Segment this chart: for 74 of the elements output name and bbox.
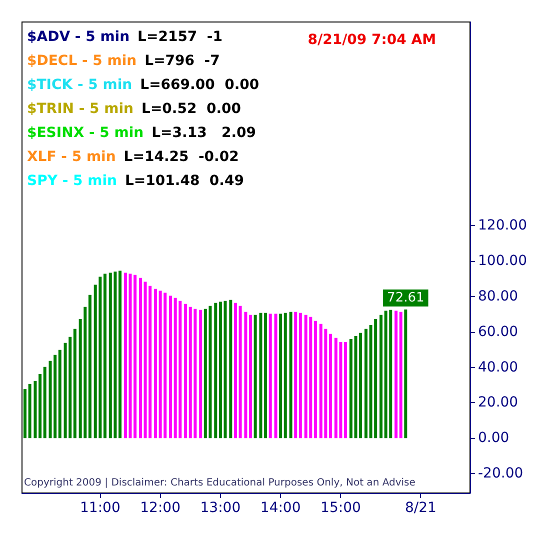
y-tick-label: 40.00 bbox=[478, 359, 518, 376]
bar bbox=[279, 314, 282, 438]
bar bbox=[118, 270, 122, 438]
data-label: 72.61 bbox=[387, 290, 424, 306]
annotation: XLF - 5 min bbox=[27, 149, 116, 165]
annotation: L=14.25 -0.02 bbox=[124, 149, 239, 165]
annotation: L=0.52 0.00 bbox=[142, 101, 242, 117]
bar bbox=[364, 328, 368, 438]
bar bbox=[154, 288, 157, 438]
bar bbox=[274, 314, 278, 438]
bar bbox=[394, 310, 398, 438]
x-tick-label: 13:00 bbox=[200, 500, 241, 516]
bar bbox=[254, 314, 257, 438]
bar bbox=[224, 300, 227, 438]
x-tick-label: 8/21 bbox=[404, 500, 436, 516]
annotation: SPY - 5 min bbox=[27, 173, 118, 189]
bar bbox=[184, 304, 188, 438]
x-tick-label: 12:00 bbox=[140, 500, 180, 516]
bar bbox=[249, 314, 252, 438]
annotation: L=2157 -1 bbox=[138, 29, 222, 45]
bar bbox=[380, 314, 382, 438]
text: 8/21/09 7:04 AM bbox=[308, 32, 436, 48]
bar bbox=[58, 350, 62, 438]
bar bbox=[24, 389, 27, 438]
annotation: L=3.13 2.09 bbox=[152, 125, 256, 141]
bar bbox=[399, 312, 402, 438]
bar bbox=[284, 312, 287, 438]
x-tick-label: 11:00 bbox=[80, 500, 120, 516]
y-tick-label: 60.00 bbox=[478, 324, 518, 340]
bar bbox=[38, 374, 42, 438]
bar bbox=[289, 312, 292, 438]
annotation: $ESINX - 5 min bbox=[27, 125, 144, 141]
y-tick-label: 0.00 bbox=[478, 430, 510, 446]
bar bbox=[328, 334, 332, 438]
bar bbox=[259, 312, 262, 438]
bar bbox=[234, 302, 237, 438]
annotation: L=796 -7 bbox=[144, 53, 220, 69]
bar bbox=[238, 306, 242, 438]
annotation: $TICK - 5 min bbox=[27, 77, 132, 93]
bar bbox=[359, 332, 362, 438]
bar bbox=[73, 328, 76, 438]
annotation: L=669.00 0.00 bbox=[140, 77, 260, 93]
bar bbox=[218, 302, 222, 438]
bar bbox=[344, 342, 348, 438]
bar bbox=[34, 380, 37, 438]
bar bbox=[138, 278, 142, 438]
bar bbox=[88, 294, 92, 438]
bar bbox=[244, 312, 248, 438]
bar bbox=[134, 274, 137, 438]
bar bbox=[294, 312, 298, 438]
bar bbox=[229, 300, 232, 438]
x-tick-label: 14:00 bbox=[260, 500, 301, 516]
bar bbox=[404, 310, 408, 438]
bar bbox=[264, 312, 268, 438]
y-tick-label: 100.00 bbox=[478, 253, 527, 270]
y-tick-label: 120.00 bbox=[478, 218, 527, 234]
annotation: $TRIN - 5 min bbox=[27, 101, 134, 117]
bar bbox=[28, 384, 32, 438]
annotation: L=101.48 0.49 bbox=[125, 173, 244, 189]
annotation: $DECL - 5 min bbox=[27, 53, 137, 69]
bar bbox=[214, 302, 218, 438]
bar bbox=[268, 314, 272, 438]
annotation: Copyright 2009 | Disclaimer: Charts Educational Purposes Only, Not an Advise bbox=[24, 478, 416, 488]
y-tick-label: 80.00 bbox=[478, 288, 518, 304]
bar bbox=[314, 320, 317, 438]
bar bbox=[199, 310, 202, 438]
bar bbox=[169, 296, 172, 438]
bar bbox=[43, 366, 46, 438]
bar bbox=[103, 274, 106, 438]
y-tick-label: 20.00 bbox=[478, 394, 518, 411]
y-tick-label: -20.00 bbox=[478, 466, 524, 482]
bar bbox=[298, 312, 302, 438]
annotation: $ADV - 5 min bbox=[27, 29, 130, 45]
x-tick-label: 15:00 bbox=[320, 500, 361, 516]
